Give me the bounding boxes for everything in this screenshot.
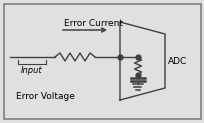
Text: ADC: ADC xyxy=(167,56,186,66)
Text: Input: Input xyxy=(21,66,43,75)
Text: Error Current: Error Current xyxy=(64,19,122,28)
Text: Error Voltage: Error Voltage xyxy=(16,92,74,101)
